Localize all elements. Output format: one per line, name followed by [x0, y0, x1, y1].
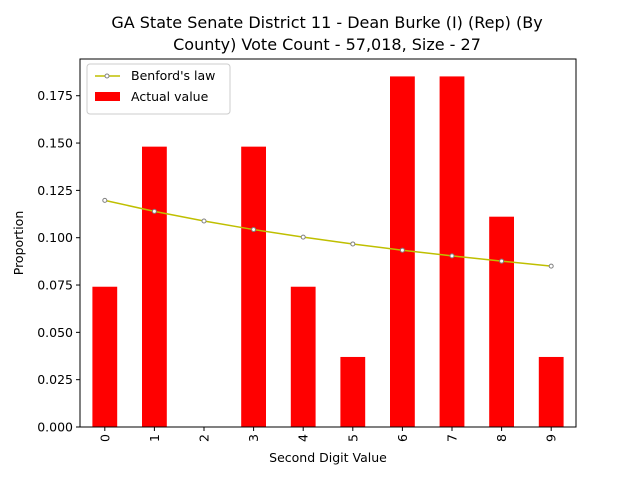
bar-0	[92, 286, 118, 427]
y-tick-label: 0.175	[37, 88, 73, 103]
x-tick-label: 9	[544, 434, 559, 442]
benford-point-5	[350, 241, 356, 247]
benford-point-8	[499, 258, 505, 264]
legend-box	[86, 63, 231, 115]
y-axis: 0.000 0.025 0.050 0.075 0.100 0.125 0.150 0.175	[37, 88, 80, 435]
y-tick-label: 0.025	[37, 372, 73, 387]
benford-series	[102, 197, 554, 269]
benford-point-7	[449, 253, 455, 259]
legend: Benford's law Actual value	[86, 63, 231, 115]
benford-point-9	[548, 263, 554, 269]
chart-title-line-1: GA State Senate District 11 - Dean Burke…	[111, 13, 542, 32]
benford-point-0	[102, 197, 108, 203]
bar-1	[142, 146, 167, 427]
bar-3	[241, 146, 266, 427]
bar-5	[340, 356, 366, 427]
benford-point-4	[300, 234, 306, 240]
legend-benford-label: Benford's law	[131, 68, 215, 83]
benford-point-1	[151, 208, 157, 214]
x-tick-label: 3	[246, 434, 261, 442]
legend-actual-label: Actual value	[131, 89, 209, 104]
benford-line	[104, 199, 552, 267]
bar-7	[439, 76, 465, 427]
benford-point-2	[201, 218, 207, 224]
chart-title: GA State Senate District 11 - Dean Burke…	[111, 13, 542, 54]
x-tick-label: 2	[197, 434, 212, 442]
y-tick-label: 0.000	[37, 420, 73, 435]
y-tick-label: 0.125	[37, 183, 73, 198]
x-tick-label: 8	[494, 434, 509, 442]
bar-8	[489, 216, 514, 427]
bar-series	[92, 76, 564, 427]
legend-actual-swatch	[95, 92, 120, 101]
x-axis-label: Second Digit Value	[269, 450, 387, 465]
x-tick-label: 1	[147, 434, 162, 442]
y-tick-label: 0.050	[37, 325, 73, 340]
y-tick-label: 0.075	[37, 278, 73, 293]
y-tick-label: 0.150	[37, 136, 73, 151]
plot-frame	[79, 58, 577, 428]
x-tick-label: 6	[395, 434, 410, 442]
benford-point-3	[251, 227, 257, 233]
x-tick-label: 0	[97, 434, 112, 442]
x-tick-label: 7	[445, 434, 460, 442]
x-axis: 0 1 2 3 4 5 6 7 8 9	[97, 427, 559, 442]
chart-title-line-2: County) Vote Count - 57,018, Size - 27	[173, 35, 481, 54]
y-tick-label: 0.100	[37, 230, 73, 245]
bar-4	[290, 286, 316, 427]
bar-9	[538, 356, 564, 427]
x-tick-label: 5	[345, 434, 360, 442]
x-tick-label: 4	[296, 434, 311, 442]
y-axis-label: Proportion	[11, 211, 26, 276]
legend-benford-marker	[104, 73, 110, 79]
benford-point-6	[399, 247, 405, 253]
